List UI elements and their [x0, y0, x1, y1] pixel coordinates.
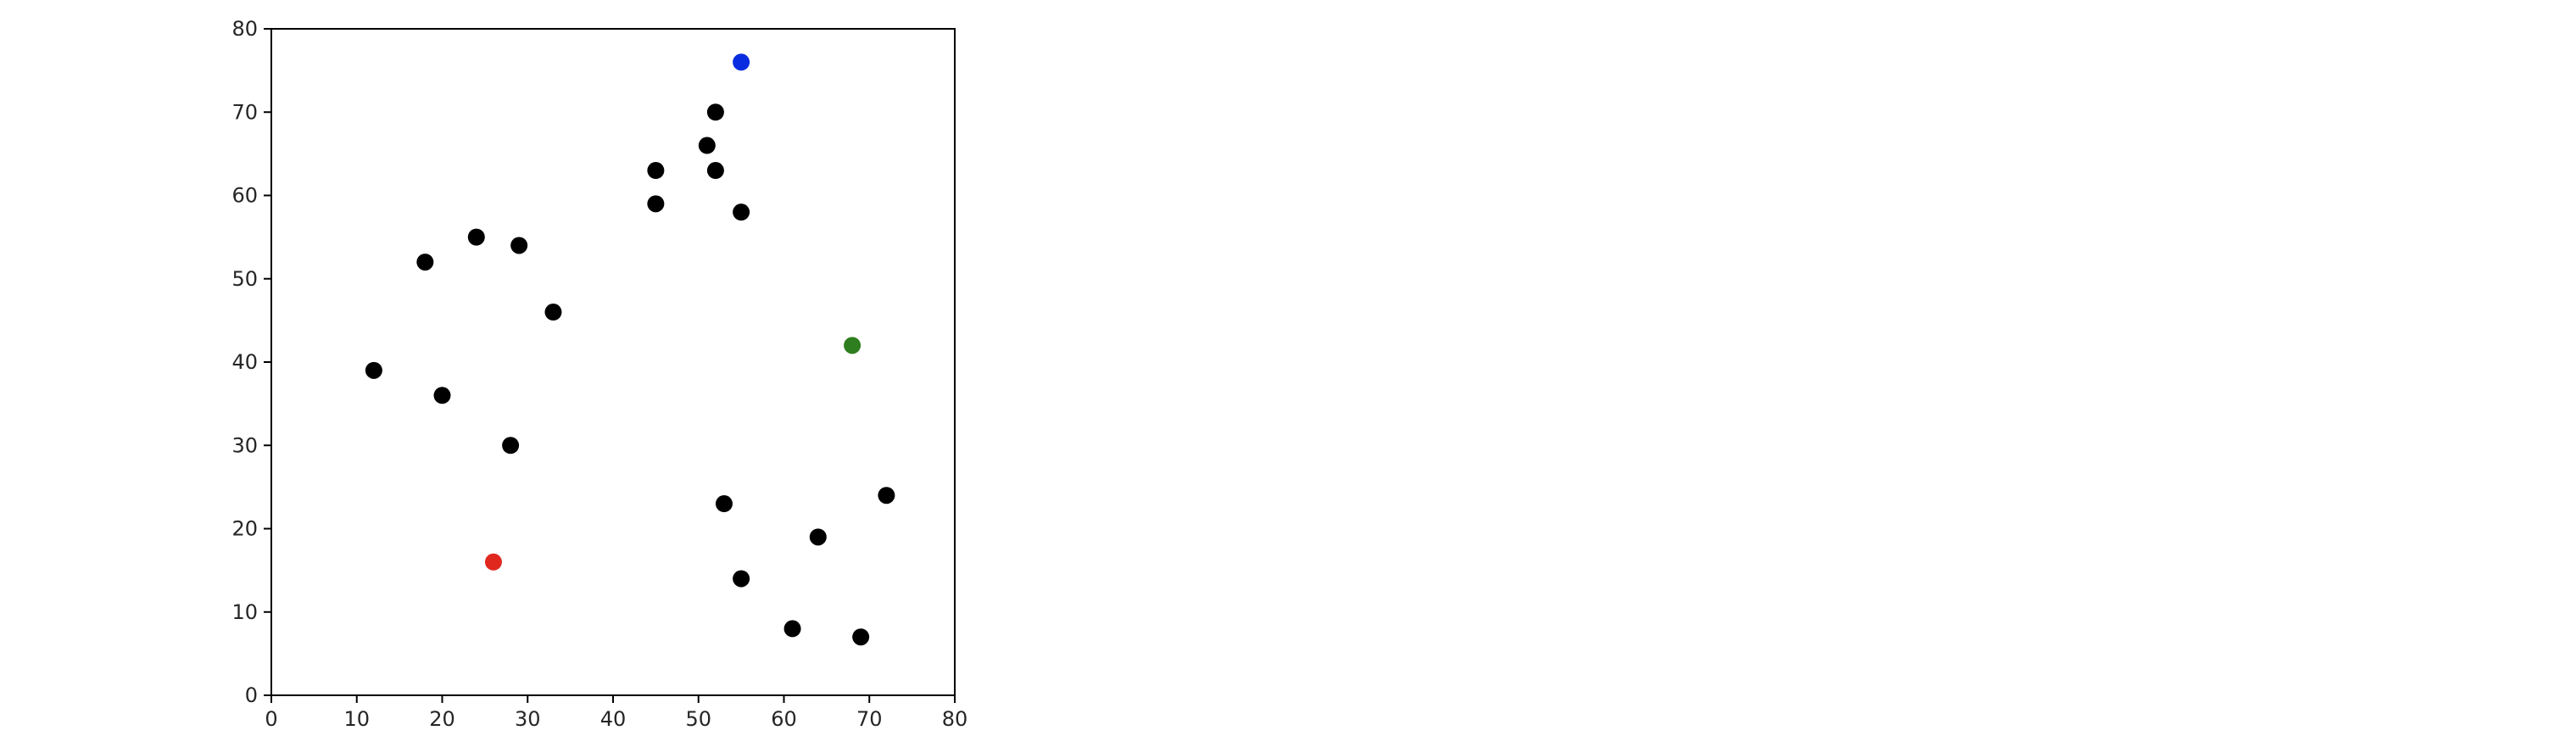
y-tick-label: 60	[231, 184, 258, 208]
scatter-point	[715, 495, 733, 513]
scatter-point	[544, 304, 562, 321]
x-tick-label: 20	[429, 707, 455, 731]
x-tick-label: 0	[265, 707, 277, 731]
y-tick-label: 30	[231, 433, 258, 457]
scatter-point	[433, 387, 451, 404]
scatter-point	[844, 337, 861, 354]
x-tick-label: 10	[343, 707, 370, 731]
x-tick-label: 80	[942, 707, 968, 731]
scatter-point	[365, 361, 382, 379]
scatter-point	[878, 487, 895, 505]
y-tick-label: 20	[231, 517, 258, 541]
scatter-point	[733, 53, 750, 71]
scatter-point	[783, 620, 801, 638]
y-tick-label: 50	[231, 267, 258, 291]
scatter-point	[467, 228, 485, 246]
x-tick-label: 50	[685, 707, 711, 731]
scatter-point	[647, 162, 665, 180]
ticks-layer: 0 10 20 30 40 50 60 70 80 0 10 20 30 40 50 60 70 80	[231, 17, 967, 731]
y-tick-label: 10	[231, 600, 258, 624]
y-tick-label: 0	[245, 683, 258, 707]
y-tick-label: 80	[231, 17, 258, 41]
scatter-point	[733, 204, 750, 221]
scatter-point	[852, 628, 870, 646]
scatter-point	[809, 528, 827, 546]
x-tick-label: 60	[771, 707, 797, 731]
y-tick-label: 40	[231, 350, 258, 374]
y-tick-label: 70	[231, 100, 258, 124]
scatter-point	[706, 103, 724, 121]
scatter-point	[698, 137, 716, 154]
scatter-point	[416, 254, 434, 271]
x-tick-label: 70	[856, 707, 883, 731]
scatter-point	[733, 570, 750, 588]
plot-area-frame	[270, 28, 956, 696]
scatter-point	[706, 162, 724, 180]
x-tick-label: 40	[600, 707, 627, 731]
x-tick-label: 30	[515, 707, 541, 731]
scatter-point	[510, 237, 528, 254]
scatter-point	[647, 195, 665, 213]
scatter-point	[484, 553, 502, 571]
scatter-point	[502, 437, 520, 454]
points-layer	[365, 53, 895, 646]
